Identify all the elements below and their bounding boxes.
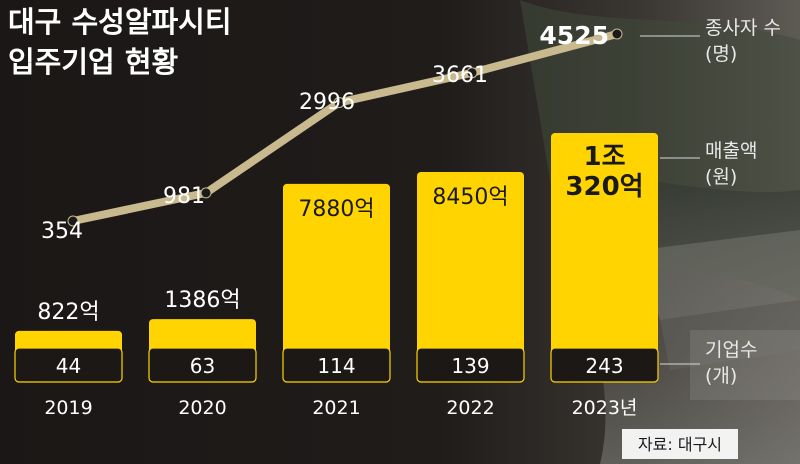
x-tick-label: 2022 bbox=[446, 397, 494, 419]
employee-value-label: 354 bbox=[41, 219, 83, 244]
employee-value-label: 2996 bbox=[299, 90, 355, 115]
legend-revenue-name: 매출액 bbox=[705, 140, 757, 162]
source-text: 자료: 대구시 bbox=[638, 435, 722, 454]
revenue-value-label: 320억 bbox=[565, 172, 643, 202]
employee-point bbox=[466, 67, 478, 79]
company-count-label: 114 bbox=[317, 354, 355, 378]
company-count-box bbox=[282, 347, 391, 383]
company-count-label: 44 bbox=[56, 354, 81, 378]
company-count-label: 63 bbox=[190, 354, 215, 378]
legend-revenue-unit: (원) bbox=[705, 166, 737, 188]
legend-companies-unit: (개) bbox=[705, 365, 737, 387]
employee-line-group: 354 981 2996 3661 4525 bbox=[41, 21, 623, 244]
revenue-bar bbox=[417, 171, 524, 382]
revenue-value-label: 7880억 bbox=[298, 197, 374, 222]
company-count-box bbox=[14, 347, 123, 383]
revenue-value-label: 1조 bbox=[583, 142, 625, 172]
employee-point bbox=[611, 28, 623, 40]
x-tick-label: 2020 bbox=[178, 397, 226, 419]
employee-point bbox=[67, 215, 79, 227]
x-tick-label: 2021 bbox=[312, 397, 360, 419]
employee-point bbox=[333, 97, 345, 109]
x-tick-label: 2019 bbox=[44, 397, 92, 419]
legend: 종사자 수 (명) 매출액 (원) 기업수 (개) bbox=[640, 17, 781, 387]
revenue-bar bbox=[551, 133, 658, 382]
employee-value-label: 981 bbox=[163, 184, 205, 209]
revenue-value-label: 822억 bbox=[37, 300, 99, 325]
revenue-value-label: 8450억 bbox=[432, 185, 508, 210]
chart-title-line-1: 대구 수성알파시티 bbox=[8, 5, 232, 39]
company-count-label: 139 bbox=[451, 354, 489, 378]
revenue-bar bbox=[283, 183, 390, 382]
legend-employees-unit: (명) bbox=[705, 43, 737, 65]
company-count-label: 243 bbox=[585, 354, 623, 378]
legend-employees-name: 종사자 수 bbox=[705, 17, 781, 39]
chart-title-line-2: 입주기업 현황 bbox=[8, 45, 178, 79]
x-tick-label: 2023년 bbox=[572, 397, 638, 419]
company-count-box bbox=[148, 347, 257, 383]
employee-value-label: 3661 bbox=[432, 63, 488, 88]
legend-companies-name: 기업수 bbox=[705, 339, 757, 361]
company-count-box bbox=[416, 347, 525, 383]
source-box: 자료: 대구시 bbox=[622, 429, 738, 459]
revenue-value-label: 1386억 bbox=[164, 288, 240, 313]
x-axis: 2019 2020 2021 2022 2023년 bbox=[44, 397, 637, 419]
employee-point bbox=[200, 187, 212, 199]
employee-value-label: 4525 bbox=[539, 21, 609, 50]
company-count-box bbox=[550, 347, 659, 383]
